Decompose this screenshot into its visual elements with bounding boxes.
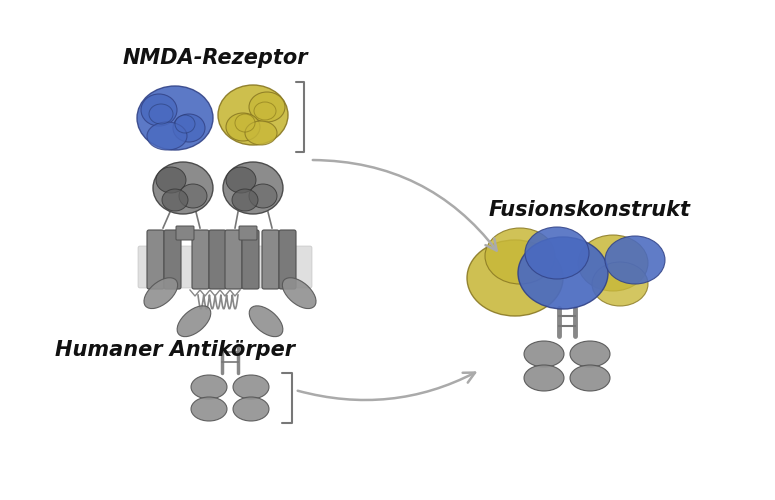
Text: NMDA-Rezeptor: NMDA-Rezeptor <box>122 48 308 68</box>
Ellipse shape <box>578 235 648 291</box>
Ellipse shape <box>226 167 256 193</box>
FancyBboxPatch shape <box>279 230 296 289</box>
Ellipse shape <box>233 397 269 421</box>
Ellipse shape <box>218 85 288 145</box>
Ellipse shape <box>179 184 207 208</box>
Ellipse shape <box>249 92 285 122</box>
Ellipse shape <box>144 278 177 308</box>
Ellipse shape <box>141 94 177 126</box>
Ellipse shape <box>524 341 564 367</box>
Ellipse shape <box>525 227 589 279</box>
FancyBboxPatch shape <box>192 230 209 289</box>
Ellipse shape <box>191 397 227 421</box>
FancyBboxPatch shape <box>138 246 312 288</box>
Ellipse shape <box>605 236 665 284</box>
Ellipse shape <box>467 240 563 316</box>
Ellipse shape <box>570 341 610 367</box>
Ellipse shape <box>226 113 260 141</box>
FancyBboxPatch shape <box>262 230 279 289</box>
Ellipse shape <box>233 375 269 399</box>
FancyBboxPatch shape <box>176 226 194 240</box>
Ellipse shape <box>223 162 283 214</box>
FancyBboxPatch shape <box>242 230 259 289</box>
FancyBboxPatch shape <box>147 230 164 289</box>
Ellipse shape <box>245 121 277 145</box>
FancyBboxPatch shape <box>239 226 257 240</box>
Ellipse shape <box>485 228 555 284</box>
FancyArrowPatch shape <box>298 372 475 400</box>
FancyBboxPatch shape <box>209 230 226 289</box>
FancyBboxPatch shape <box>225 230 242 289</box>
Ellipse shape <box>153 162 213 214</box>
Ellipse shape <box>175 115 195 133</box>
Ellipse shape <box>282 278 316 308</box>
Ellipse shape <box>137 86 213 150</box>
Ellipse shape <box>592 262 648 306</box>
Ellipse shape <box>249 184 277 208</box>
Ellipse shape <box>235 114 255 132</box>
Ellipse shape <box>156 167 186 193</box>
Ellipse shape <box>570 365 610 391</box>
Text: Fusionskonstrukt: Fusionskonstrukt <box>489 200 691 220</box>
Ellipse shape <box>173 114 205 142</box>
Ellipse shape <box>191 375 227 399</box>
Ellipse shape <box>162 189 188 211</box>
FancyArrowPatch shape <box>313 160 497 250</box>
Ellipse shape <box>232 189 258 211</box>
Text: Humaner Antikörper: Humaner Antikörper <box>55 340 295 360</box>
Ellipse shape <box>254 102 276 120</box>
Ellipse shape <box>149 104 173 124</box>
Ellipse shape <box>524 365 564 391</box>
Ellipse shape <box>177 306 211 336</box>
Ellipse shape <box>147 122 187 150</box>
FancyBboxPatch shape <box>164 230 181 289</box>
Ellipse shape <box>518 237 608 309</box>
Ellipse shape <box>250 306 283 336</box>
